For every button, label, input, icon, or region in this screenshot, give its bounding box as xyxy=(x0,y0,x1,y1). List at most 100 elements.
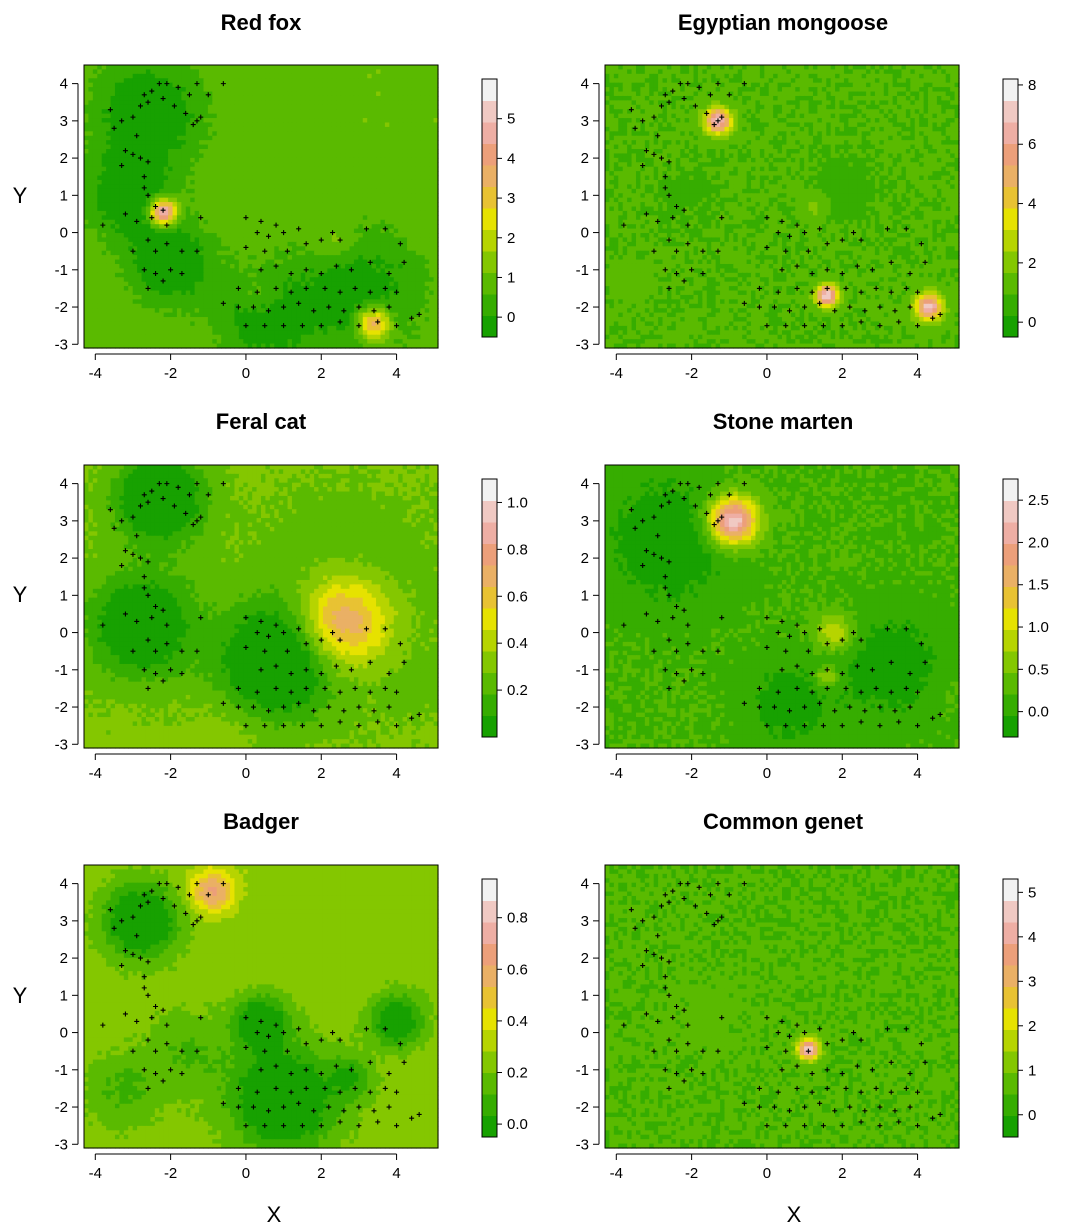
heatmap-cell xyxy=(310,122,315,127)
heatmap-cell xyxy=(221,291,226,296)
heatmap-cell xyxy=(133,171,138,176)
heatmap-cell xyxy=(159,299,164,304)
heatmap-cell xyxy=(230,100,235,105)
heatmap-cell xyxy=(323,295,328,300)
heatmap-cell xyxy=(292,242,297,247)
heatmap-cell xyxy=(288,224,293,229)
heatmap-cell xyxy=(208,109,213,114)
heatmap-cell xyxy=(274,189,279,194)
heatmap-cell xyxy=(93,65,98,70)
heatmap-cell xyxy=(305,255,310,260)
heatmap-cell xyxy=(173,268,178,273)
heatmap-cell xyxy=(203,145,208,150)
heatmap-cell xyxy=(336,308,341,313)
heatmap-cell xyxy=(106,273,111,278)
heatmap-cell xyxy=(376,211,381,216)
heatmap-cell xyxy=(407,193,412,198)
heatmap-cell xyxy=(146,211,151,216)
heatmap-cell xyxy=(234,153,239,158)
heatmap-cell xyxy=(420,136,425,141)
heatmap-cell xyxy=(429,286,434,291)
heatmap-cell xyxy=(226,180,231,185)
heatmap-cell xyxy=(115,313,120,318)
heatmap-cell xyxy=(389,224,394,229)
heatmap-cell xyxy=(217,100,222,105)
heatmap-cell xyxy=(323,277,328,282)
heatmap-cell xyxy=(429,202,434,207)
heatmap-cell xyxy=(186,140,191,145)
heatmap-cell xyxy=(354,176,359,181)
heatmap-cell xyxy=(124,260,129,265)
heatmap-cell xyxy=(208,136,213,141)
heatmap-cell xyxy=(429,131,434,136)
heatmap-cell xyxy=(350,277,355,282)
heatmap-cell xyxy=(425,176,430,181)
heatmap-cell xyxy=(177,330,182,335)
heatmap-cell xyxy=(106,215,111,220)
heatmap-cell xyxy=(199,158,204,163)
heatmap-cell xyxy=(296,65,301,70)
heatmap-cell xyxy=(203,153,208,158)
heatmap-cell xyxy=(159,326,164,331)
heatmap-cell xyxy=(252,127,257,132)
heatmap-cell xyxy=(350,299,355,304)
heatmap-cell xyxy=(217,335,222,340)
heatmap-cell xyxy=(168,308,173,313)
heatmap-cell xyxy=(128,220,133,225)
heatmap-cell xyxy=(102,193,107,198)
heatmap-cell xyxy=(301,153,306,158)
heatmap-cell xyxy=(358,167,363,172)
heatmap-cell xyxy=(230,286,235,291)
heatmap-cell xyxy=(88,220,93,225)
heatmap-cell xyxy=(296,313,301,318)
heatmap-cell xyxy=(416,83,421,88)
heatmap-cell xyxy=(128,313,133,318)
heatmap-cell xyxy=(380,145,385,150)
heatmap-cell xyxy=(155,158,160,163)
heatmap-cell xyxy=(208,193,213,198)
heatmap-cell xyxy=(292,153,297,158)
heatmap-cell xyxy=(350,304,355,309)
heatmap-cell xyxy=(314,326,319,331)
heatmap-cell xyxy=(270,242,275,247)
heatmap-cell xyxy=(208,224,213,229)
heatmap-cell xyxy=(358,229,363,234)
heatmap-cell xyxy=(398,313,403,318)
heatmap-cell xyxy=(350,176,355,181)
heatmap-cell xyxy=(93,87,98,92)
heatmap-cell xyxy=(350,260,355,265)
heatmap-cell xyxy=(301,69,306,74)
heatmap-cell xyxy=(248,149,253,154)
heatmap-cell xyxy=(416,105,421,110)
heatmap-cell xyxy=(358,224,363,229)
heatmap-cell xyxy=(398,65,403,70)
heatmap-cell xyxy=(208,149,213,154)
heatmap-cell xyxy=(168,136,173,141)
heatmap-cell xyxy=(305,114,310,119)
heatmap-cell xyxy=(261,114,266,119)
heatmap-cell xyxy=(164,246,169,251)
heatmap-cell xyxy=(265,176,270,181)
heatmap-cell xyxy=(212,127,217,132)
heatmap-cell xyxy=(190,330,195,335)
heatmap-cell xyxy=(407,198,412,203)
heatmap-cell xyxy=(345,122,350,127)
heatmap-cell xyxy=(416,78,421,83)
heatmap-cell xyxy=(243,291,248,296)
heatmap-cell xyxy=(407,140,412,145)
heatmap-cell xyxy=(137,162,142,167)
heatmap-cell xyxy=(345,78,350,83)
heatmap-cell xyxy=(411,158,416,163)
heatmap-cell xyxy=(230,229,235,234)
heatmap-cell xyxy=(283,118,288,123)
heatmap-cell xyxy=(350,122,355,127)
heatmap-cell xyxy=(407,74,412,79)
heatmap-cell xyxy=(341,198,346,203)
heatmap-cell xyxy=(257,100,262,105)
heatmap-cell xyxy=(93,242,98,247)
heatmap-cell xyxy=(261,224,266,229)
heatmap-cell xyxy=(186,260,191,265)
heatmap-cell xyxy=(301,92,306,97)
heatmap-cell xyxy=(150,299,155,304)
heatmap-cell xyxy=(119,109,124,114)
